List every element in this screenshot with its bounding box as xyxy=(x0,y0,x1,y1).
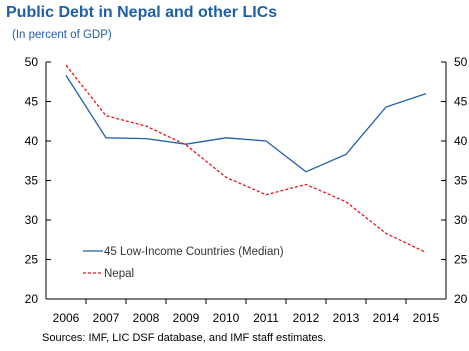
chart-subtitle: (In percent of GDP) xyxy=(12,29,112,41)
y-tick-label-right: 30 xyxy=(454,213,468,227)
x-tick-label: 2010 xyxy=(213,311,240,325)
y-tick-label-right: 40 xyxy=(454,134,468,148)
chart-title: Public Debt in Nepal and other LICs xyxy=(6,4,278,21)
x-tick-label: 2014 xyxy=(373,311,400,325)
chart-source: Sources: IMF, LIC DSF database, and IMF … xyxy=(42,332,327,344)
series-line-nepal xyxy=(65,64,427,253)
x-tick-label: 2007 xyxy=(93,311,120,325)
y-tick-label-left: 35 xyxy=(25,174,39,188)
y-tick-label-left: 45 xyxy=(25,95,39,109)
x-tick-label: 2011 xyxy=(253,311,279,325)
y-tick-label-left: 20 xyxy=(25,292,39,306)
legend-label: 45 Low-Income Countries (Median) xyxy=(104,246,284,258)
y-tick-label-right: 20 xyxy=(454,292,468,306)
x-tick-label: 2013 xyxy=(333,311,360,325)
legend-label: Nepal xyxy=(104,268,134,280)
y-tick-label-left: 25 xyxy=(25,253,39,267)
y-tick-label-right: 35 xyxy=(454,174,468,188)
x-tick-label: 2015 xyxy=(413,311,440,325)
y-tick-label-left: 50 xyxy=(25,55,39,69)
y-tick-label-left: 40 xyxy=(25,134,39,148)
x-tick-label: 2006 xyxy=(53,311,80,325)
x-tick-label: 2008 xyxy=(133,311,160,325)
y-tick-label-right: 45 xyxy=(454,95,468,109)
x-tick-label: 2009 xyxy=(173,311,200,325)
x-tick-label: 2012 xyxy=(293,311,320,325)
y-tick-label-right: 50 xyxy=(454,55,468,69)
y-tick-label-right: 25 xyxy=(454,253,468,267)
series-line-lic-median xyxy=(65,75,427,173)
y-tick-label-left: 30 xyxy=(25,213,39,227)
